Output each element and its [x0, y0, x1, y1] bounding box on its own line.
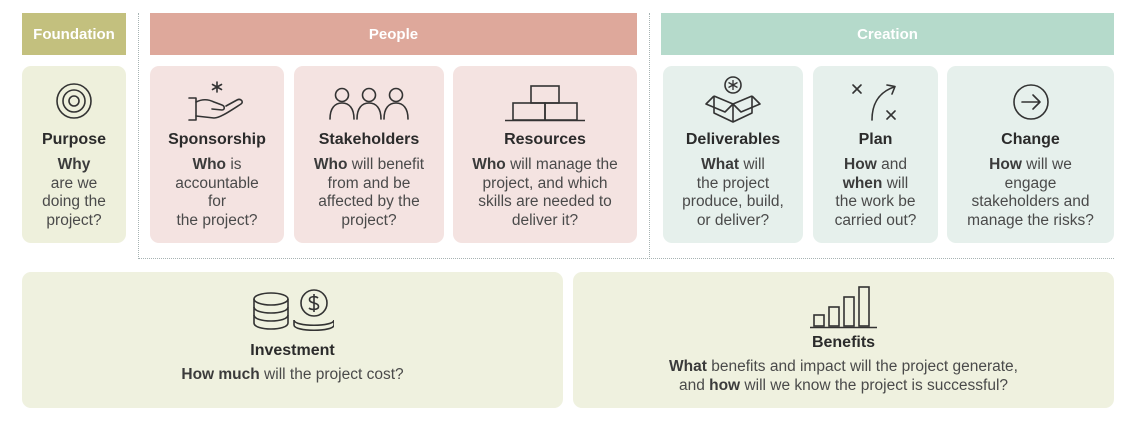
resources-line-3: skills are needed to	[478, 193, 612, 210]
card-deliverables-title: Deliverables	[685, 131, 781, 148]
deliverables-line-3: produce, build,	[682, 193, 784, 210]
change-line-4: manage the risks?	[967, 211, 1094, 229]
plan-line-2-bold: when	[842, 174, 883, 192]
card-deliverables: Deliverables What will the project produ…	[663, 66, 803, 243]
band-people-label: People	[368, 25, 419, 43]
card-change-title: Change	[1001, 131, 1060, 148]
bar-growth-icon	[809, 285, 879, 329]
stakeholders-line-2: from and be	[327, 174, 411, 192]
deliverables-line-4: or deliver?	[696, 211, 770, 229]
change-line-3: stakeholders and	[971, 193, 1090, 210]
plan-line-1: and	[876, 156, 907, 173]
sponsorship-line-1-bold: Who	[192, 156, 227, 173]
band-creation: Creation	[661, 13, 1114, 55]
purpose-line-1: Why	[57, 156, 91, 173]
card-sponsorship: Sponsorship Who is accountable for the p…	[150, 66, 284, 243]
plan-line-3: the work be	[835, 193, 916, 210]
people-group-icon	[328, 86, 410, 120]
arrow-circle-icon	[1011, 82, 1051, 122]
hand-star-icon	[186, 78, 248, 122]
card-investment: Investment How much will the project cos…	[22, 272, 563, 408]
benefits-line-2-start: and	[678, 376, 710, 394]
deliverables-line-1-bold: What	[701, 156, 740, 173]
target-icon	[54, 81, 94, 121]
investment-line-1-bold: How much	[181, 366, 260, 383]
card-investment-title: Investment	[250, 342, 335, 359]
stakeholders-line-3: affected by the	[318, 193, 420, 210]
card-stakeholders-text: Who will benefit from and be affected by…	[298, 156, 440, 230]
resources-line-1-bold: Who	[472, 156, 506, 173]
plan-line-1-bold: How	[844, 156, 877, 173]
deliverables-line-2: the project	[696, 174, 770, 192]
benefits-line-2-bold: how	[709, 376, 741, 394]
card-purpose-title: Purpose	[41, 131, 106, 148]
resources-line-2: project, and which	[482, 174, 608, 192]
benefits-line-2: will we know the project is successful?	[740, 376, 1009, 394]
card-deliverables-text: What will the project produce, build, or…	[667, 156, 799, 230]
benefits-line-1: benefits and impact will the project gen…	[706, 358, 1018, 375]
plan-line-2: will	[882, 174, 909, 192]
coins-icon	[252, 289, 334, 333]
benefits-line-1-bold: What	[669, 358, 707, 375]
card-purpose-text: Why are we doing the project?	[26, 156, 122, 230]
separator-left	[138, 13, 139, 259]
sponsorship-line-2: accountable	[175, 174, 259, 192]
change-line-1: will we	[1021, 156, 1072, 173]
band-creation-label: Creation	[857, 25, 918, 43]
stacked-boxes-icon	[504, 84, 586, 122]
card-resources-title: Resources	[504, 131, 586, 148]
change-line-1-bold: How	[989, 156, 1022, 173]
card-resources-text: Who will manage the project, and which s…	[457, 156, 633, 230]
band-foundation-label: Foundation	[33, 25, 115, 43]
separator-bottom	[138, 258, 1114, 259]
card-change-text: How will we engage stakeholders and mana…	[951, 156, 1110, 230]
card-investment-text: How much will the project cost?	[26, 366, 559, 385]
card-change: Change How will we engage stakeholders a…	[947, 66, 1114, 243]
plan-line-4: carried out?	[834, 211, 917, 229]
card-resources: Resources Who will manage the project, a…	[453, 66, 637, 243]
open-box-icon	[704, 74, 762, 124]
stakeholders-line-1-bold: Who	[313, 156, 348, 173]
sponsorship-line-1: is	[226, 156, 242, 173]
card-purpose: Purpose Why are we doing the project?	[22, 66, 126, 243]
card-plan: Plan How and when will the work be carri…	[813, 66, 938, 243]
purpose-line-3: doing the	[42, 193, 106, 210]
card-sponsorship-text: Who is accountable for the project?	[154, 156, 280, 230]
card-benefits-title: Benefits	[811, 334, 876, 351]
band-foundation: Foundation	[22, 13, 126, 55]
investment-line-1: will the project cost?	[259, 366, 404, 383]
band-people: People	[150, 13, 637, 55]
sponsorship-line-3: for	[207, 193, 227, 210]
resources-line-1: will manage the	[505, 156, 618, 173]
card-benefits-text: What benefits and impact will the projec…	[577, 358, 1110, 395]
strategy-plan-icon	[850, 82, 902, 122]
purpose-line-2: are we	[50, 174, 98, 192]
card-sponsorship-title: Sponsorship	[168, 131, 266, 148]
stakeholders-line-1: will benefit	[347, 156, 425, 173]
stakeholders-line-4: project?	[341, 211, 397, 229]
deliverables-line-1: will	[739, 156, 765, 173]
card-stakeholders: Stakeholders Who will benefit from and b…	[294, 66, 444, 243]
card-benefits: Benefits What benefits and impact will t…	[573, 272, 1114, 408]
separator-middle	[649, 13, 650, 259]
card-plan-title: Plan	[858, 131, 893, 148]
sponsorship-line-4: the project?	[176, 211, 258, 229]
resources-line-4: deliver it?	[511, 211, 579, 229]
card-stakeholders-title: Stakeholders	[318, 131, 420, 148]
card-plan-text: How and when will the work be carried ou…	[817, 156, 934, 230]
change-line-2: engage	[1004, 174, 1057, 192]
purpose-line-4: project?	[46, 211, 102, 229]
